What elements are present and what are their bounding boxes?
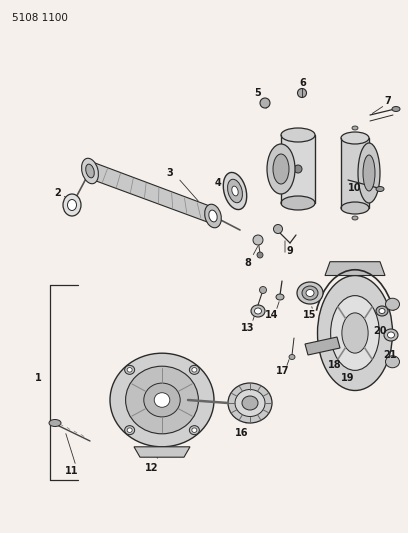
Ellipse shape [223, 173, 247, 209]
Polygon shape [305, 337, 340, 355]
Ellipse shape [317, 276, 392, 391]
Text: 9: 9 [287, 246, 293, 256]
Text: 16: 16 [235, 428, 249, 438]
Ellipse shape [124, 426, 135, 434]
Ellipse shape [110, 353, 214, 447]
Ellipse shape [259, 287, 266, 294]
Text: 15: 15 [303, 310, 317, 320]
Ellipse shape [235, 390, 265, 416]
Ellipse shape [154, 393, 170, 407]
Ellipse shape [273, 224, 282, 233]
Ellipse shape [376, 187, 384, 191]
Ellipse shape [144, 383, 180, 417]
Text: 1: 1 [35, 373, 41, 383]
Ellipse shape [82, 158, 98, 184]
Ellipse shape [126, 366, 198, 434]
Text: 5: 5 [255, 88, 262, 98]
Ellipse shape [294, 165, 302, 173]
Ellipse shape [276, 294, 284, 300]
Text: 20: 20 [373, 326, 387, 336]
Ellipse shape [379, 309, 385, 313]
Ellipse shape [341, 202, 369, 214]
Text: 5108 1100: 5108 1100 [12, 13, 68, 23]
Ellipse shape [242, 396, 258, 410]
Text: 3: 3 [166, 168, 173, 178]
Ellipse shape [228, 179, 242, 203]
Polygon shape [281, 135, 315, 203]
Ellipse shape [384, 329, 398, 341]
Text: 2: 2 [55, 188, 61, 198]
Text: 18: 18 [328, 360, 342, 370]
Polygon shape [325, 262, 385, 276]
Text: 19: 19 [341, 373, 355, 383]
Ellipse shape [289, 354, 295, 359]
Ellipse shape [255, 308, 262, 314]
Text: 14: 14 [265, 310, 279, 320]
Ellipse shape [124, 365, 135, 374]
Ellipse shape [376, 306, 388, 316]
Ellipse shape [273, 154, 289, 184]
Ellipse shape [342, 313, 368, 353]
Ellipse shape [352, 216, 358, 220]
Ellipse shape [189, 365, 200, 374]
Ellipse shape [189, 426, 200, 434]
Ellipse shape [205, 204, 221, 228]
Ellipse shape [352, 126, 358, 130]
Ellipse shape [302, 286, 318, 300]
Ellipse shape [281, 196, 315, 210]
Text: 6: 6 [299, 78, 306, 88]
Text: 21: 21 [383, 350, 397, 360]
Text: 7: 7 [385, 96, 391, 106]
Ellipse shape [209, 210, 217, 222]
Ellipse shape [253, 235, 263, 245]
Ellipse shape [192, 368, 197, 372]
Ellipse shape [388, 332, 395, 338]
Ellipse shape [260, 98, 270, 108]
Text: 4: 4 [215, 178, 222, 188]
Ellipse shape [192, 428, 197, 432]
Ellipse shape [257, 252, 263, 258]
Ellipse shape [267, 144, 295, 194]
Polygon shape [341, 138, 369, 208]
Ellipse shape [127, 368, 132, 372]
Text: 11: 11 [65, 466, 79, 476]
Ellipse shape [232, 186, 238, 196]
Ellipse shape [297, 282, 323, 304]
Text: 17: 17 [276, 366, 290, 376]
Polygon shape [134, 447, 190, 457]
Ellipse shape [49, 419, 61, 426]
Ellipse shape [251, 305, 265, 317]
Text: 12: 12 [145, 463, 159, 473]
Ellipse shape [86, 164, 94, 178]
Ellipse shape [67, 199, 77, 211]
Ellipse shape [363, 155, 375, 191]
Text: 10: 10 [348, 183, 362, 193]
Ellipse shape [297, 88, 306, 98]
Ellipse shape [358, 143, 380, 203]
Text: 8: 8 [244, 258, 251, 268]
Ellipse shape [386, 298, 399, 310]
Ellipse shape [330, 296, 379, 370]
Polygon shape [88, 163, 215, 223]
Ellipse shape [392, 107, 400, 111]
Ellipse shape [386, 356, 399, 368]
Ellipse shape [228, 383, 272, 423]
Ellipse shape [341, 132, 369, 144]
Ellipse shape [281, 128, 315, 142]
Text: 13: 13 [241, 323, 255, 333]
Ellipse shape [127, 428, 132, 432]
Ellipse shape [63, 194, 81, 216]
Ellipse shape [306, 289, 314, 296]
